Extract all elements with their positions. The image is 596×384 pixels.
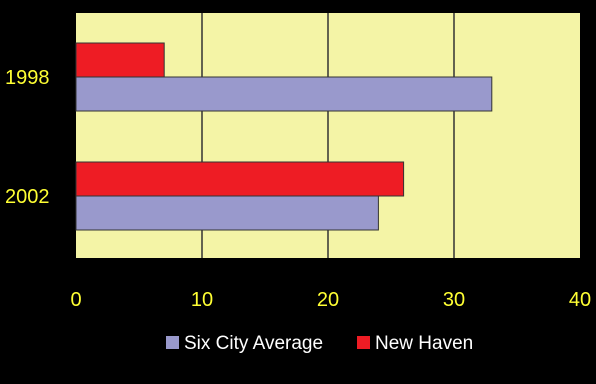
y-category-label-2002: 2002 [5, 186, 50, 208]
legend-swatch-six-city-average [166, 336, 179, 349]
x-tick-label-40: 40 [569, 289, 591, 311]
legend: Six City Average New Haven [166, 333, 473, 354]
x-tick-label-30: 30 [443, 289, 465, 311]
legend-swatch-new-haven [357, 336, 370, 349]
bar-2002-six-city-average [75, 195, 379, 231]
bar-2002-new-haven [75, 161, 405, 197]
x-tick-label-0: 0 [70, 289, 81, 311]
y-axis-category-labels: 1998 2002 [5, 67, 50, 208]
legend-label-six-city-average: Six City Average [184, 333, 323, 354]
x-axis-tick-labels: 0 10 20 30 40 [70, 289, 591, 311]
x-tick-label-10: 10 [191, 289, 213, 311]
bars [75, 42, 493, 231]
bar-1998-new-haven [75, 42, 165, 78]
bar-1998-six-city-average [75, 76, 493, 112]
x-tick-label-20: 20 [317, 289, 339, 311]
legend-label-new-haven: New Haven [375, 333, 473, 354]
y-category-label-1998: 1998 [5, 67, 50, 89]
